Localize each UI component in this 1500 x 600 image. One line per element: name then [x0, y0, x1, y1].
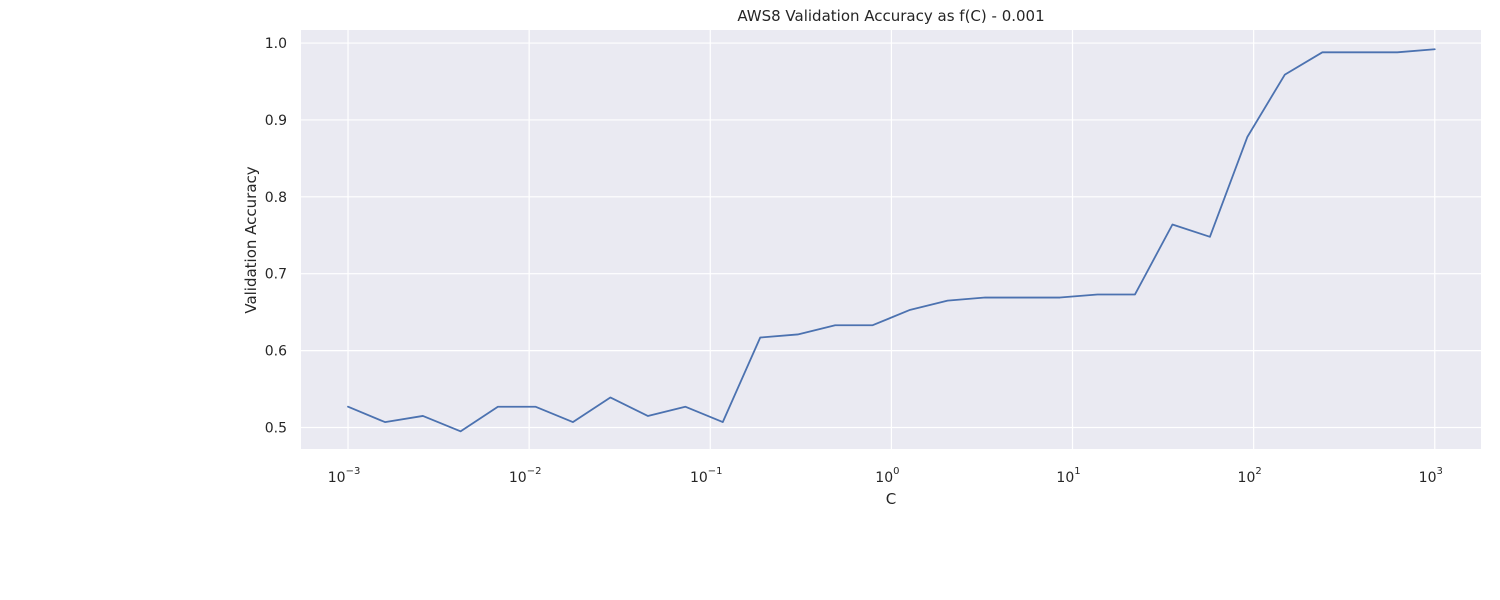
x-tick-label: 10−3 [328, 466, 361, 486]
x-tick-label: 100 [875, 466, 899, 486]
x-tick-label: 10−2 [509, 466, 542, 486]
y-tick-label: 0.6 [265, 344, 287, 360]
x-axis-label: C [886, 490, 896, 508]
x-tick-label: 102 [1238, 466, 1262, 486]
x-tick-label: 101 [1056, 466, 1080, 486]
y-tick-labels: 0.5 0.6 0.7 0.8 0.9 1.0 [265, 36, 287, 436]
y-tick-label: 0.7 [265, 267, 287, 283]
x-tick-label: 103 [1419, 466, 1443, 486]
y-axis-label: Validation Accuracy [242, 166, 260, 313]
y-tick-label: 1.0 [265, 36, 287, 52]
x-tick-label: 10−1 [690, 466, 723, 486]
y-tick-label: 0.9 [265, 113, 287, 129]
grid-lines [301, 30, 1481, 449]
chart-title: AWS8 Validation Accuracy as f(C) - 0.001 [737, 7, 1044, 25]
y-tick-label: 0.5 [265, 420, 287, 436]
series-line [347, 48, 1436, 433]
y-tick-label: 0.8 [265, 190, 287, 206]
x-tick-labels: 10−3 10−2 10−1 100 101 102 103 [328, 466, 1443, 486]
data-points [348, 49, 1435, 432]
